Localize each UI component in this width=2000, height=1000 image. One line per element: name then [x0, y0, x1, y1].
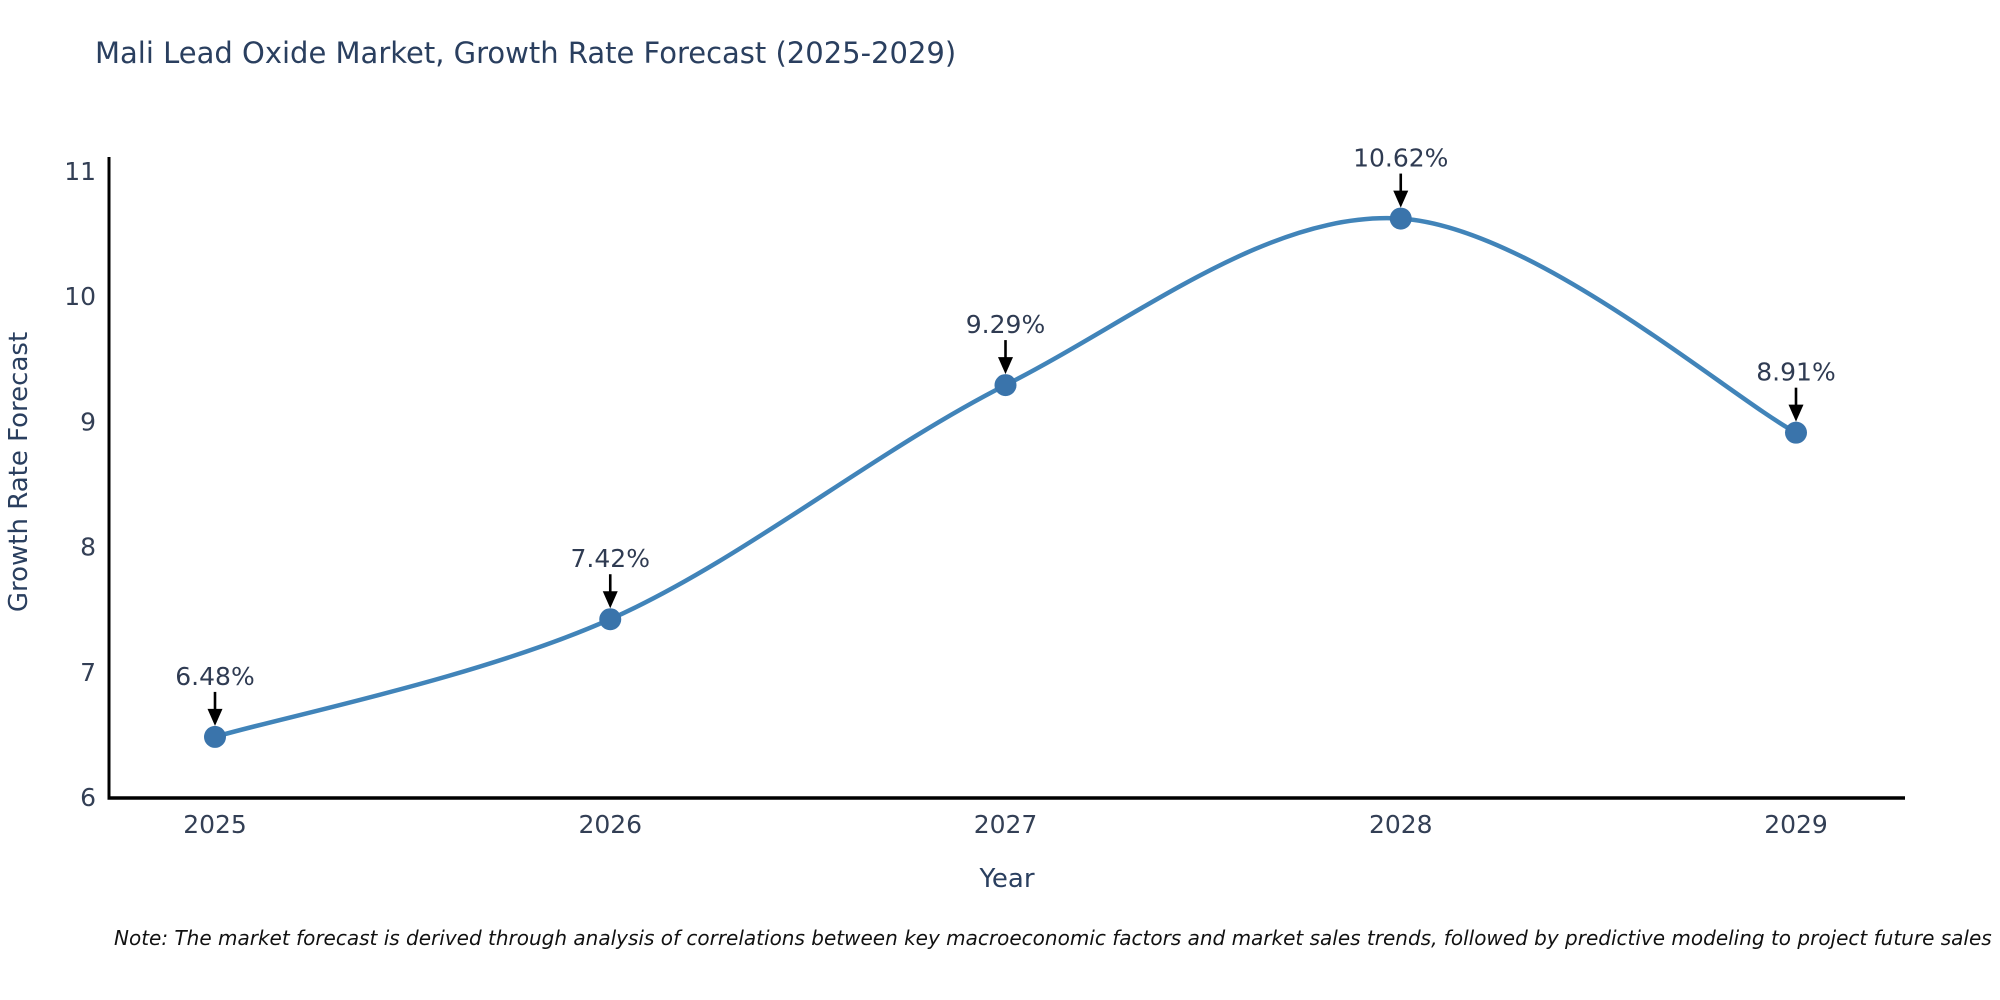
x-tick-label: 2026	[578, 810, 642, 839]
y-tick-label: 8	[80, 533, 96, 562]
annotation-arrow-head	[1788, 404, 1804, 422]
data-point	[204, 725, 226, 748]
data-point	[1389, 207, 1412, 230]
forecast-line	[212, 215, 1799, 740]
data-point-label: 7.42%	[571, 544, 650, 573]
data-point-label: 8.91%	[1756, 358, 1835, 387]
x-tick-label: 2027	[974, 810, 1038, 839]
data-point	[994, 374, 1017, 397]
data-point-label: 10.62%	[1353, 144, 1448, 173]
y-tick-label: 7	[80, 658, 96, 687]
data-point-label: 6.48%	[175, 662, 254, 691]
chart-footnote: Note: The market forecast is derived thr…	[114, 926, 1992, 950]
y-tick-label: 9	[80, 407, 96, 436]
annotation-arrow-head	[207, 708, 223, 726]
x-tick-label: 2029	[1764, 810, 1828, 839]
data-point	[599, 608, 622, 631]
annotation-arrow-head	[998, 357, 1013, 375]
data-point	[1785, 421, 1807, 444]
annotation-arrow-head	[602, 591, 618, 609]
y-axis-title: Growth Rate Forecast	[4, 332, 34, 612]
x-tick-label: 2025	[183, 810, 247, 839]
chart-title: Mali Lead Oxide Market, Growth Rate Fore…	[95, 36, 957, 70]
y-tick-label: 10	[64, 282, 96, 311]
y-tick-label: 11	[64, 157, 96, 186]
x-tick-label: 2028	[1369, 810, 1433, 839]
x-axis-title: Year	[978, 864, 1034, 894]
data-point-label: 9.29%	[966, 310, 1045, 339]
y-tick-label: 6	[80, 783, 96, 812]
annotation-arrow-head	[1393, 190, 1409, 208]
